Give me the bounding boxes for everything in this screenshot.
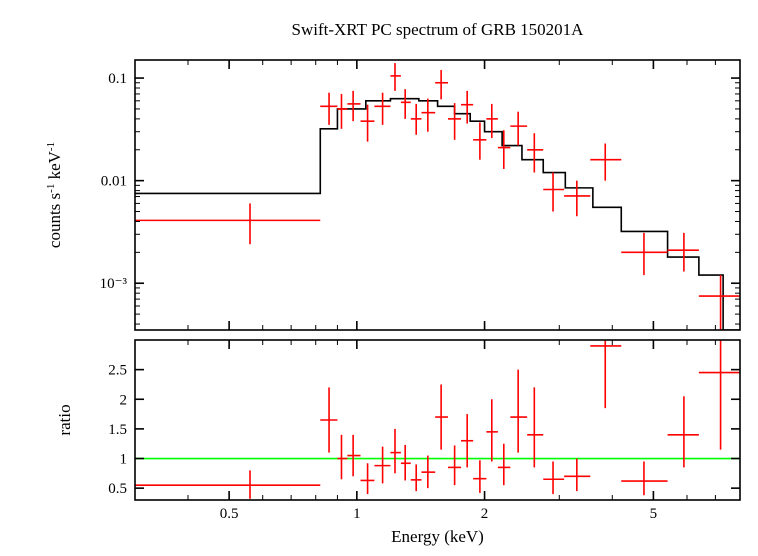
x-axis-label: Energy (keV) — [391, 527, 484, 546]
y-axis-label-top: counts s-1 keV-1 — [45, 142, 64, 248]
ytick-label: 1 — [120, 452, 128, 468]
ytick-label: 0.5 — [108, 481, 127, 497]
spectrum-chart: 10⁻³ 0.01 0.1 0.5 1 1.5 2 2.5 0.5 1 2 5 Swift-XRT PC… — [0, 0, 758, 556]
ytick-label: 10⁻³ — [100, 276, 128, 292]
bottom-panel-frame — [135, 340, 740, 500]
chart-title: Swift-XRT PC spectrum of GRB 150201A — [292, 20, 585, 39]
xtick-label: 2 — [481, 506, 489, 522]
model-line — [135, 99, 740, 330]
ytick-label: 1.5 — [108, 422, 127, 438]
xtick-label: 5 — [650, 506, 658, 522]
ytick-label: 0.01 — [101, 174, 127, 190]
y-axis-label-bottom: ratio — [55, 404, 74, 435]
chart-svg: 10⁻³ 0.01 0.1 0.5 1 1.5 2 2.5 0.5 1 2 5 Swift-XRT PC… — [0, 0, 758, 556]
xtick-label: 0.5 — [220, 506, 239, 522]
xtick-label: 1 — [353, 506, 361, 522]
ytick-label: 0.1 — [108, 71, 127, 87]
ytick-label: 2 — [120, 392, 128, 408]
ytick-label: 2.5 — [108, 363, 127, 379]
